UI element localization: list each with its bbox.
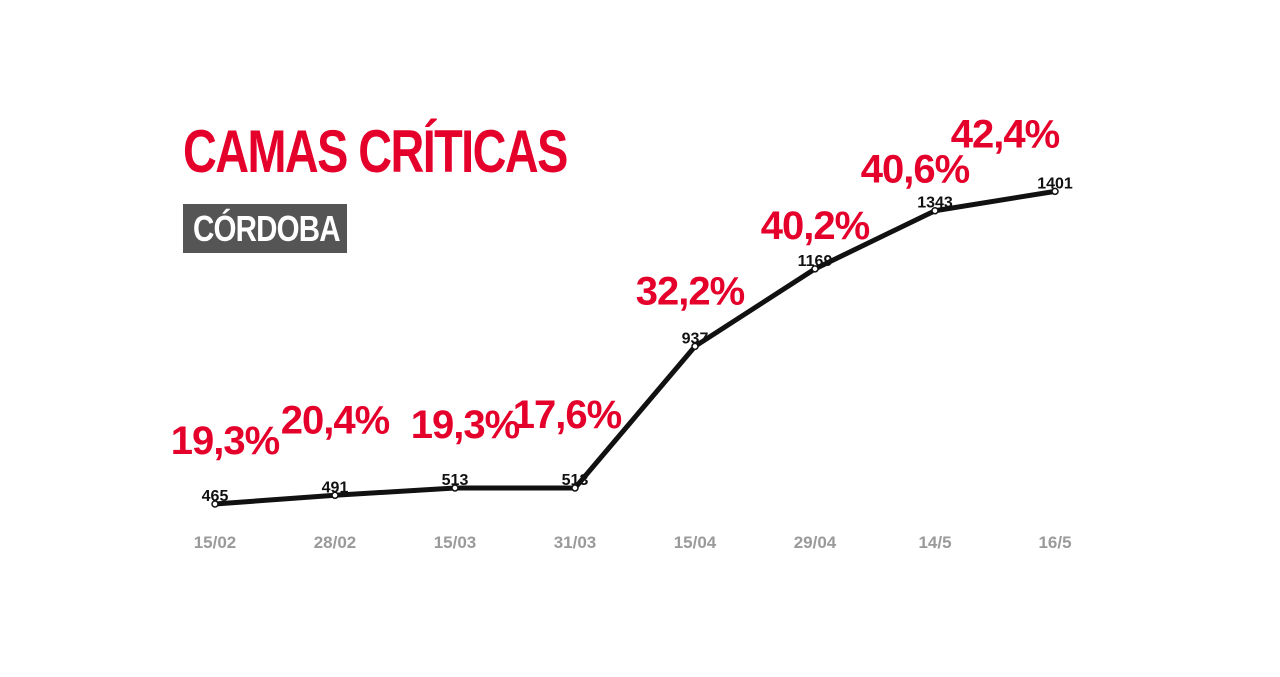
chart-subtitle: CÓRDOBA	[193, 208, 341, 249]
data-point	[451, 484, 459, 492]
x-tick-label: 29/04	[794, 533, 837, 552]
data-point	[211, 500, 219, 508]
x-tick-label: 15/02	[194, 533, 237, 552]
percentage-annotation: 17,6%	[513, 393, 622, 437]
percentage-annotation: 20,4%	[281, 398, 390, 442]
x-tick-label: 15/04	[674, 533, 717, 552]
value-label-layer: 465 491 513 513 937 1169 1343 1401	[202, 175, 1073, 505]
data-value-label: 937	[682, 330, 709, 347]
data-point	[691, 342, 699, 351]
x-axis-ticks: 15/02 28/02 15/03 31/03 15/04 29/04 14/5 16/5	[194, 533, 1072, 552]
data-point	[331, 491, 339, 500]
data-point	[571, 484, 579, 492]
point-layer	[211, 187, 1059, 508]
x-tick-label: 28/02	[314, 533, 357, 552]
annotation-layer: 19,3% 20,4% 19,3%17,6%32,2%40,2%40,6%42,4%	[171, 112, 1061, 463]
data-value-label: 465	[202, 488, 229, 505]
percentage-annotation: 42,4%	[951, 112, 1060, 156]
data-point	[811, 265, 819, 273]
data-point	[1051, 187, 1059, 196]
chart-title: CAMAS CRÍTICAS	[183, 118, 568, 185]
data-point	[931, 206, 939, 215]
series-line	[212, 188, 1058, 507]
data-value-label: 1401	[1037, 175, 1073, 192]
data-value-label: 1169	[798, 253, 833, 270]
data-value-label: 491	[322, 479, 349, 496]
line-layer	[212, 188, 1058, 507]
x-tick-label: 16/5	[1038, 533, 1071, 552]
data-value-label: 513	[442, 472, 469, 489]
percentage-annotation: 32,2%	[636, 269, 745, 313]
percentage-annotation: 19,3%	[411, 403, 520, 447]
subtitle-badge: CÓRDOBA	[183, 204, 347, 253]
percentage-annotation: 19,3%	[171, 419, 280, 463]
percentage-annotation: 40,2%	[761, 204, 870, 248]
x-tick-label: 14/5	[918, 533, 951, 552]
x-tick-label: 31/03	[554, 533, 597, 552]
x-tick-label: 15/03	[434, 533, 477, 552]
percentage-annotation: 40,6%	[861, 148, 970, 192]
data-value-label: 1343	[917, 195, 953, 212]
data-value-label: 513	[562, 472, 589, 489]
